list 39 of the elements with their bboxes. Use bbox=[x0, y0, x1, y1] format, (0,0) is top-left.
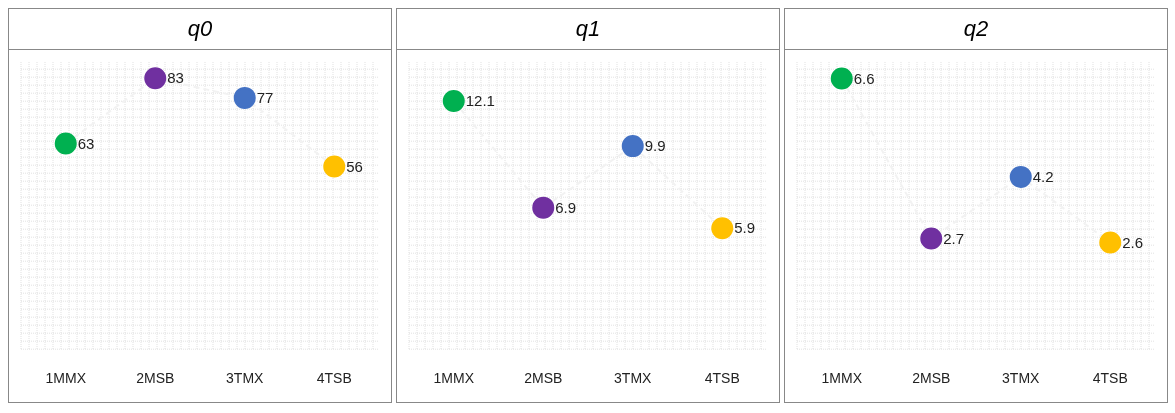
x-tick-label: 2MSB bbox=[524, 370, 563, 387]
data-label: 9.9 bbox=[644, 137, 666, 155]
x-tick-label: 4TSB bbox=[316, 370, 352, 387]
point bbox=[442, 89, 465, 112]
data-label: 5.9 bbox=[734, 219, 756, 237]
point bbox=[144, 67, 167, 90]
x-tick-label: 1MMX bbox=[821, 370, 863, 387]
x-tick-label: 1MMX bbox=[45, 370, 87, 387]
point bbox=[711, 217, 734, 240]
x-tick-label: 1MMX bbox=[433, 370, 475, 387]
point bbox=[1099, 231, 1122, 254]
point bbox=[1009, 165, 1032, 188]
data-label: 63 bbox=[77, 134, 95, 152]
data-label: 56 bbox=[346, 157, 363, 175]
data-label: 77 bbox=[256, 89, 274, 107]
point bbox=[920, 227, 943, 250]
point bbox=[233, 86, 256, 109]
data-label: 12.1 bbox=[465, 92, 495, 110]
point bbox=[830, 67, 853, 90]
data-label: 2.7 bbox=[943, 229, 965, 247]
chart-title: q0 bbox=[9, 9, 391, 50]
data-label: 6.9 bbox=[555, 198, 577, 216]
data-label: 4.2 bbox=[1032, 168, 1054, 186]
x-tick-label: 3TMX bbox=[226, 370, 265, 387]
x-tick-label: 2MSB bbox=[912, 370, 951, 387]
x-tick-label: 3TMX bbox=[1002, 370, 1041, 387]
data-label: 6.6 bbox=[853, 69, 875, 87]
data-label: 83 bbox=[167, 69, 184, 87]
x-tick-label: 3TMX bbox=[614, 370, 653, 387]
x-tick-label: 4TSB bbox=[704, 370, 740, 387]
point bbox=[323, 155, 346, 178]
point bbox=[621, 135, 644, 158]
chart-title: q1 bbox=[397, 9, 779, 50]
point bbox=[532, 196, 555, 219]
point bbox=[54, 132, 77, 155]
x-tick-label: 2MSB bbox=[136, 370, 175, 387]
data-label: 2.6 bbox=[1122, 233, 1144, 251]
x-tick-label: 4TSB bbox=[1092, 370, 1128, 387]
chart-title: q2 bbox=[785, 9, 1167, 50]
